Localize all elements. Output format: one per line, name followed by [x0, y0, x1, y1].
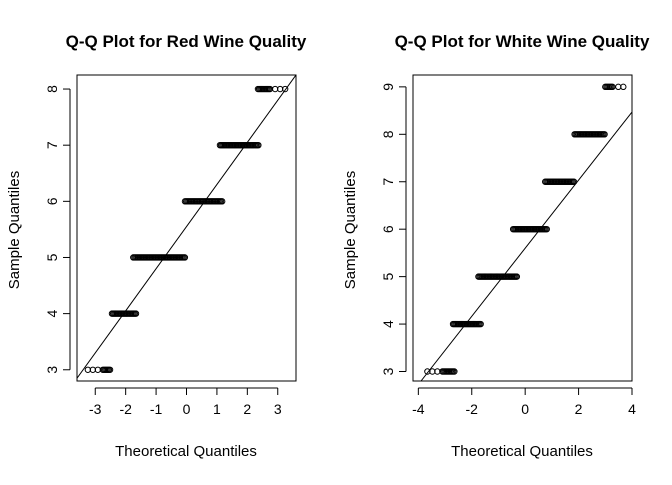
qq-point [513, 273, 521, 280]
y-tick-label: 3 [44, 366, 60, 374]
qq-point [255, 141, 262, 149]
x-tick-label: -2 [119, 401, 132, 417]
y-tick-label: 7 [380, 178, 396, 186]
x-tick-label: 3 [274, 401, 282, 417]
x-tick-label: 0 [521, 401, 529, 417]
x-tick-label: 1 [213, 401, 221, 417]
qq-point [132, 310, 140, 317]
x-tick-label: -1 [150, 401, 163, 417]
qq-point [451, 368, 458, 375]
x-tick-label: 2 [243, 401, 251, 417]
x-tick-label: -4 [412, 401, 425, 417]
qq-reference-line [420, 111, 632, 381]
y-tick-label: 7 [44, 141, 60, 149]
qq-point [106, 366, 114, 373]
y-tick-label: 9 [380, 83, 396, 91]
qq-point [181, 254, 189, 261]
y-axis-label: Sample Quantiles [342, 171, 359, 289]
x-tick-label: -2 [466, 401, 479, 417]
y-tick-label: 6 [380, 225, 396, 233]
y-tick-label: 6 [44, 197, 60, 205]
x-tick-label: -3 [89, 401, 102, 417]
y-tick-label: 4 [380, 320, 396, 328]
y-tick-label: 4 [44, 310, 60, 318]
y-tick-label: 8 [44, 85, 60, 93]
x-axis-label: Theoretical Quantiles [451, 443, 593, 460]
y-tick-label: 8 [380, 130, 396, 138]
qq-reference-line [77, 75, 296, 379]
qq-point [424, 368, 431, 375]
qq-point [543, 225, 550, 233]
plot-frame [412, 74, 633, 382]
qq-point [620, 83, 627, 91]
red-wine-qq-panel: Q-Q Plot for Red Wine Quality Theoretica… [6, 32, 307, 460]
y-tick-label: 5 [380, 273, 396, 281]
qq-point [601, 131, 608, 138]
y-tick-label: 5 [44, 253, 60, 261]
y-axis-label: Sample Quantiles [6, 171, 23, 289]
x-tick-label: 4 [628, 401, 636, 417]
x-tick-label: 2 [575, 401, 583, 417]
qq-point [570, 178, 578, 185]
qq-point [281, 85, 289, 93]
qq-point [218, 198, 226, 205]
x-tick-label: 0 [183, 401, 191, 417]
x-axis-label: Theoretical Quantiles [115, 443, 257, 460]
y-tick-label: 3 [380, 367, 396, 375]
white-wine-qq-panel: Q-Q Plot for White Wine Quality Theoreti… [342, 32, 650, 460]
qq-point [477, 320, 484, 328]
chart-title: Q-Q Plot for White Wine Quality [395, 32, 650, 51]
chart-title: Q-Q Plot for Red Wine Quality [66, 32, 307, 51]
qq-point [84, 366, 92, 373]
plot-frame [76, 74, 297, 382]
